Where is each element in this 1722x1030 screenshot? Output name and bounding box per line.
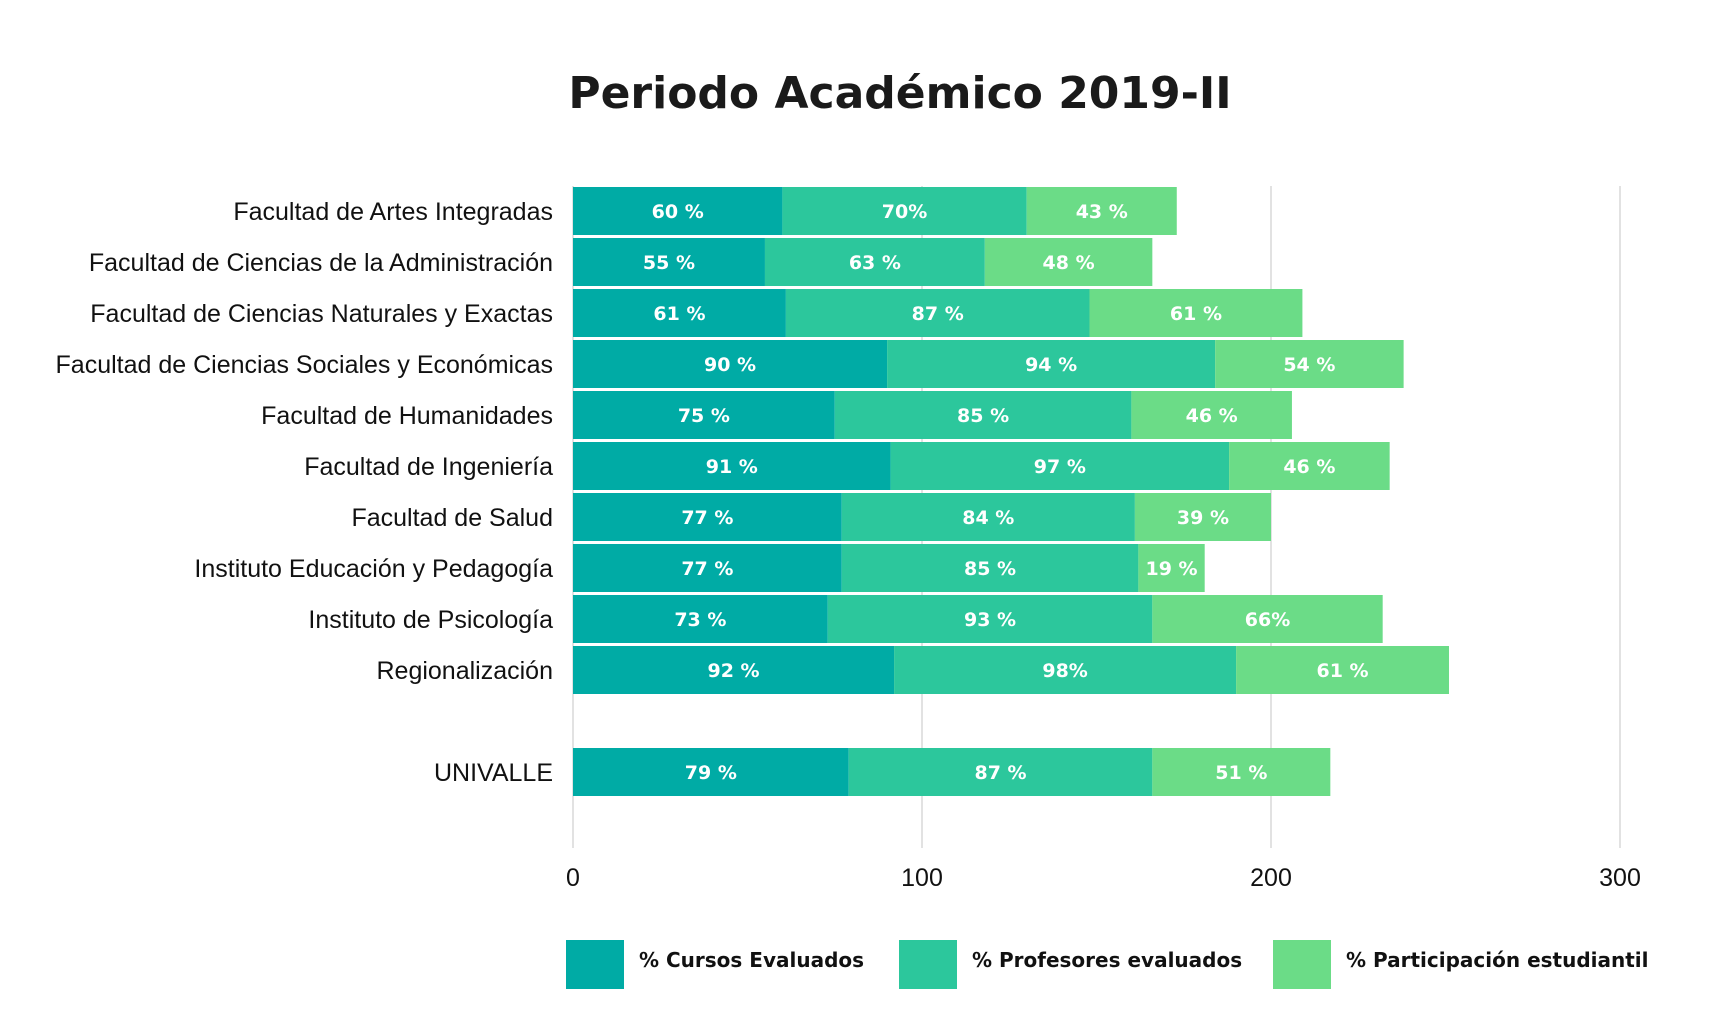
legend-label: % Profesores evaluados (972, 948, 1242, 972)
bar-segment (1138, 544, 1205, 592)
bar-value-label: 63 % (849, 252, 901, 274)
legend-label: % Cursos Evaluados (639, 948, 864, 972)
bar-segment (841, 544, 1139, 592)
bar-segment (827, 595, 1153, 643)
bar-segment (573, 748, 849, 796)
category-labels: Facultad de Artes Integradas Facultad de … (56, 198, 554, 787)
bar-segment (848, 748, 1153, 796)
legend: % Cursos Evaluados % Profesores evaluados… (566, 940, 1649, 989)
bar-segment (841, 493, 1135, 541)
bar-segment (1152, 748, 1331, 796)
bars: 60 % 70% 43 % 55 % 63 % 48 % 61 % 87 % 61 % 90 % 9… (573, 187, 1449, 796)
bar-segment (1152, 595, 1383, 643)
bar-segment (887, 340, 1216, 388)
bar-value-label: 48 % (1043, 252, 1095, 274)
bar-value-label: 51 % (1215, 762, 1267, 784)
category-label: Facultad de Humanidades (261, 402, 553, 430)
bar-value-label: 92 % (707, 660, 759, 682)
category-label: Facultad de Ciencias Sociales y Económic… (56, 351, 553, 379)
bar-segment (573, 238, 765, 286)
bar-segment (573, 340, 888, 388)
bar-segment (1134, 493, 1271, 541)
category-label: Instituto de Psicología (308, 606, 553, 634)
bar-value-label: 77 % (681, 558, 733, 580)
bar-segment (573, 544, 842, 592)
bar-value-label: 60 % (652, 201, 704, 223)
bar-segment (894, 646, 1237, 694)
x-tick-label: 300 (1599, 864, 1641, 892)
bar-value-label: 61 % (1170, 303, 1222, 325)
bar-value-label: 85 % (957, 405, 1009, 427)
bar-segment (764, 238, 985, 286)
bar-segment (573, 289, 786, 337)
bar-segment (573, 595, 828, 643)
bar-value-label: 46 % (1283, 456, 1335, 478)
bar-value-label: 73 % (674, 609, 726, 631)
bar-segment (573, 391, 835, 439)
bar-value-label: 46 % (1186, 405, 1238, 427)
legend-swatch (1273, 940, 1331, 989)
chart-title: Periodo Académico 2019-II (568, 68, 1231, 119)
bar-value-label: 90 % (704, 354, 756, 376)
bar-segment (834, 391, 1132, 439)
x-axis-ticks: 0 100 200 300 (566, 864, 1641, 892)
bar-segment (573, 493, 842, 541)
category-label: UNIVALLE (434, 759, 553, 787)
category-label: Facultad de Ciencias Naturales y Exactas (90, 300, 553, 328)
bar-value-label: 84 % (962, 507, 1014, 529)
bar-value-label: 61 % (1316, 660, 1368, 682)
bar-segment (890, 442, 1230, 490)
category-label: Regionalización (376, 657, 553, 685)
category-label: Facultad de Artes Integradas (233, 198, 553, 226)
bar-value-label: 91 % (706, 456, 758, 478)
bar-segment (1089, 289, 1303, 337)
bar-segment (782, 187, 1027, 235)
bar-segment (573, 442, 891, 490)
bar-value-label: 61 % (653, 303, 705, 325)
bar-value-label: 98% (1042, 660, 1087, 682)
bar-value-label: 87 % (912, 303, 964, 325)
bar-segment (1215, 340, 1404, 388)
bar-value-label: 19 % (1145, 558, 1197, 580)
bar-value-label: 66% (1245, 609, 1290, 631)
bar-value-label: 39 % (1177, 507, 1229, 529)
legend-swatch (566, 940, 624, 989)
bar-value-label: 75 % (678, 405, 730, 427)
category-label: Facultad de Ciencias de la Administració… (89, 249, 553, 277)
bar-value-label: 54 % (1283, 354, 1335, 376)
category-label: Instituto Educación y Pedagogía (194, 555, 553, 583)
legend-label: % Participación estudiantil (1346, 948, 1649, 972)
bar-segment (785, 289, 1090, 337)
x-tick-label: 200 (1250, 864, 1292, 892)
category-label: Facultad de Ingeniería (304, 453, 553, 481)
bar-value-label: 87 % (974, 762, 1026, 784)
bar-segment (573, 646, 895, 694)
legend-swatch (899, 940, 957, 989)
bar-segment (1229, 442, 1390, 490)
bar-value-label: 85 % (964, 558, 1016, 580)
bar-segment (1026, 187, 1177, 235)
bar-value-label: 43 % (1076, 201, 1128, 223)
bar-value-label: 97 % (1034, 456, 1086, 478)
category-label: Facultad de Salud (351, 504, 553, 532)
bar-value-label: 79 % (685, 762, 737, 784)
x-tick-label: 0 (566, 864, 580, 892)
bar-segment (984, 238, 1153, 286)
bar-segment (1236, 646, 1449, 694)
bar-value-label: 94 % (1025, 354, 1077, 376)
bar-value-label: 77 % (681, 507, 733, 529)
x-tick-label: 100 (901, 864, 943, 892)
bar-value-label: 93 % (964, 609, 1016, 631)
bar-segment (1131, 391, 1292, 439)
bar-value-label: 55 % (643, 252, 695, 274)
bar-value-label: 70% (882, 201, 927, 223)
bar-segment (573, 187, 783, 235)
